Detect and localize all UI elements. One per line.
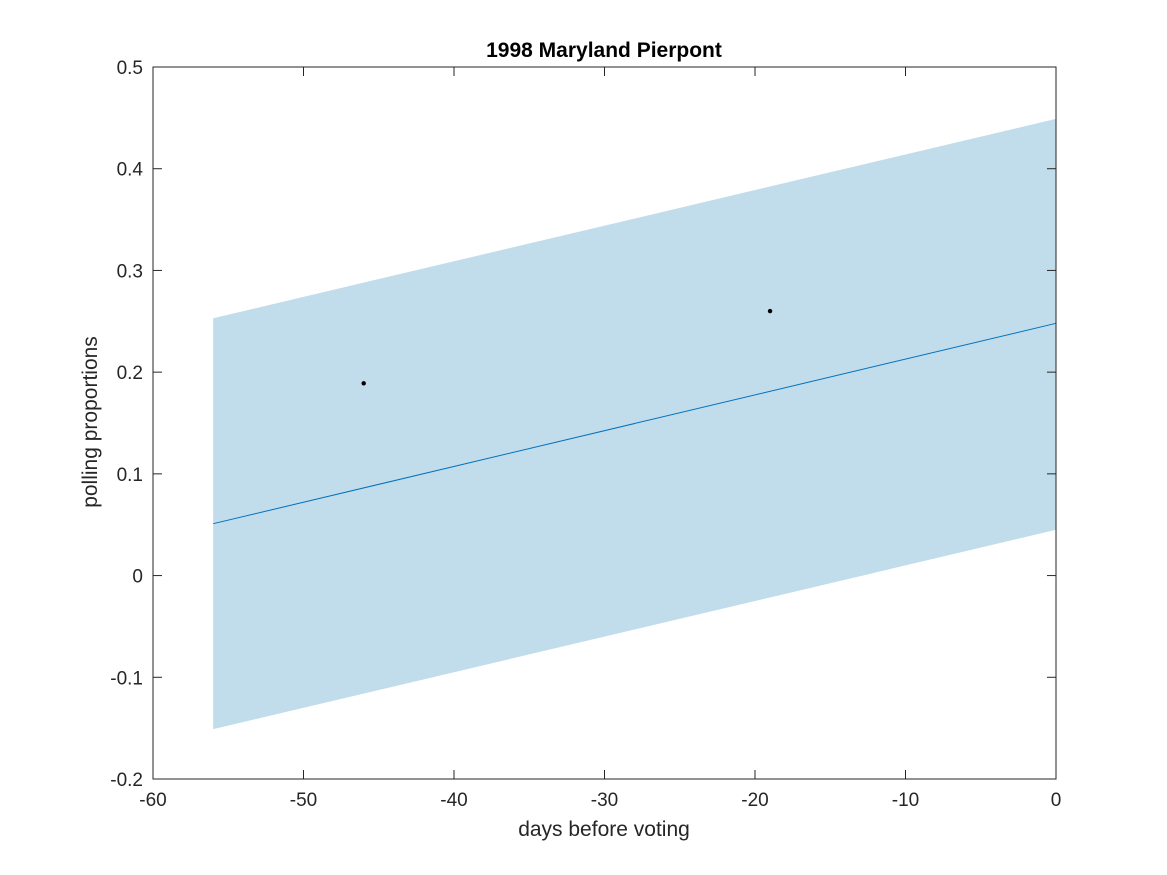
y-tick-label: 0.5 [117,58,143,79]
trend-line [213,322,1057,525]
plot-area [213,118,1057,730]
y-tick-label: 0.2 [117,363,143,384]
data-point-2 [767,308,773,314]
y-tick-label: -0.1 [110,668,143,689]
x-tick-label: -20 [741,790,768,811]
y-tick-label: 0.1 [117,465,143,486]
x-tick-label: -40 [440,790,467,811]
y-tick-label: -0.2 [110,770,143,791]
x-axis-label: days before voting [518,818,690,841]
chart-title: 1998 Maryland Pierpont [486,39,722,62]
x-tick-label: -50 [290,790,317,811]
y-tick-label: 0.3 [117,261,143,282]
ticks: -60 -50 -40 -30 -20 -10 0 -0.2 -0.1 0 0.1 0.2 0.3 0.4… [110,58,1061,811]
x-tick-label: 0 [1051,790,1062,811]
y-axis-label: polling proportions [79,336,102,508]
x-tick-label: -60 [139,790,166,811]
y-tick-label: 0.4 [117,160,144,181]
x-tick-label: -10 [892,790,919,811]
x-tick-label: -30 [591,790,618,811]
y-tick-label: 0 [132,567,143,588]
data-point-1 [361,381,366,386]
